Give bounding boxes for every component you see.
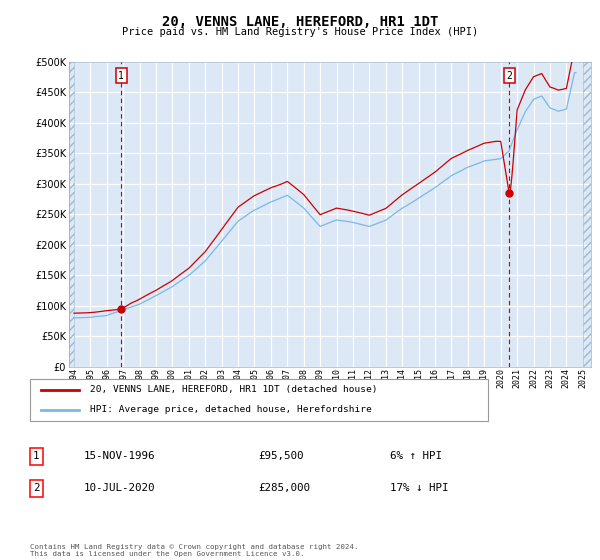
FancyBboxPatch shape [29, 379, 488, 421]
Text: 6% ↑ HPI: 6% ↑ HPI [390, 451, 442, 461]
Text: 2: 2 [506, 71, 512, 81]
Text: HPI: Average price, detached house, Herefordshire: HPI: Average price, detached house, Here… [90, 405, 372, 414]
Text: Price paid vs. HM Land Registry's House Price Index (HPI): Price paid vs. HM Land Registry's House … [122, 27, 478, 37]
Text: 10-JUL-2020: 10-JUL-2020 [84, 483, 155, 493]
Text: 20, VENNS LANE, HEREFORD, HR1 1DT: 20, VENNS LANE, HEREFORD, HR1 1DT [162, 15, 438, 29]
Text: Contains HM Land Registry data © Crown copyright and database right 2024.
This d: Contains HM Land Registry data © Crown c… [30, 544, 359, 557]
Text: 17% ↓ HPI: 17% ↓ HPI [390, 483, 449, 493]
Text: 2: 2 [33, 483, 39, 493]
Text: £95,500: £95,500 [258, 451, 304, 461]
Text: 15-NOV-1996: 15-NOV-1996 [84, 451, 155, 461]
Text: 1: 1 [118, 71, 124, 81]
Text: 20, VENNS LANE, HEREFORD, HR1 1DT (detached house): 20, VENNS LANE, HEREFORD, HR1 1DT (detac… [90, 385, 378, 394]
Text: 1: 1 [33, 451, 39, 461]
Text: £285,000: £285,000 [258, 483, 310, 493]
